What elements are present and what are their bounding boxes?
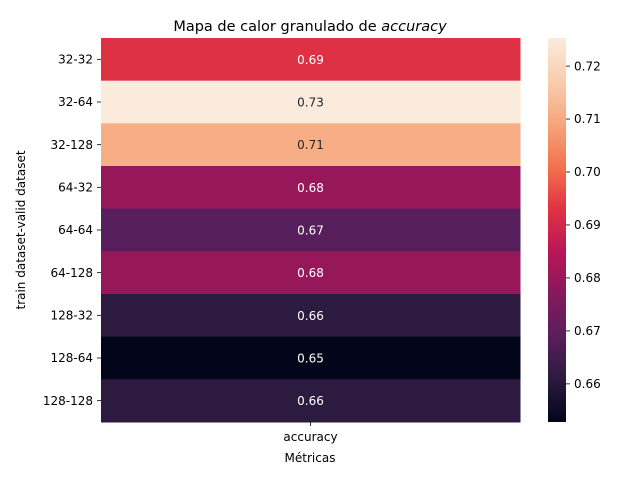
y-tick-label: 32-128 — [50, 138, 93, 152]
colorbar: 0.66 0.67 0.68 0.69 0.70 0.71 0.72 — [548, 38, 601, 422]
colorbar-tick-label: 0.70 — [574, 165, 601, 179]
heatmap-cell — [101, 38, 521, 82]
colorbar-tick-label: 0.66 — [574, 377, 601, 391]
colorbar-tick-label: 0.69 — [574, 218, 601, 232]
y-axis: 32-32 32-64 32-128 64-32 64-64 64-128 128-32 12… — [43, 53, 101, 408]
heatmap-cells: 0.69 0.73 0.71 0.68 0.67 0.68 0.66 0.65 0.66 — [101, 38, 521, 423]
y-tick-label: 128-32 — [50, 309, 93, 323]
y-tick-label: 64-32 — [58, 181, 93, 195]
cell-value-label: 0.73 — [297, 96, 324, 110]
cell-value-label: 0.68 — [297, 266, 324, 280]
colorbar-tick-label: 0.72 — [574, 59, 601, 73]
heatmap-cell — [101, 336, 521, 380]
chart-title-prefix: Mapa de calor granulado de — [173, 19, 381, 35]
x-tick-label: accuracy — [283, 430, 337, 444]
chart-title-emphasis: accuracy — [381, 19, 447, 35]
y-tick-label: 32-64 — [58, 95, 93, 109]
heatmap-cell — [101, 251, 521, 295]
cell-value-label: 0.71 — [297, 138, 324, 152]
colorbar-gradient — [548, 38, 566, 422]
cell-value-label: 0.67 — [297, 224, 324, 238]
heatmap-cell — [101, 123, 521, 167]
cell-value-label: 0.65 — [297, 352, 324, 366]
heatmap-cell — [101, 166, 521, 210]
cell-value-label: 0.66 — [297, 394, 324, 408]
y-tick-label: 128-128 — [43, 394, 93, 408]
y-tick-label: 128-64 — [50, 351, 93, 365]
heatmap-cell — [101, 80, 521, 124]
heatmap-cell — [101, 208, 521, 252]
colorbar-tick-label: 0.71 — [574, 112, 601, 126]
cell-value-label: 0.68 — [297, 181, 324, 195]
x-axis: accuracy — [283, 422, 338, 444]
heatmap-cell — [101, 294, 521, 338]
x-axis-label: Métricas — [285, 451, 336, 465]
y-tick-label: 64-128 — [50, 266, 93, 280]
cell-value-label: 0.69 — [297, 53, 324, 67]
y-tick-label: 64-64 — [58, 223, 93, 237]
y-axis-label: train dataset-valid dataset — [14, 150, 28, 309]
y-tick-label: 32-32 — [58, 53, 93, 67]
chart-title: Mapa de calor granulado de accuracy — [173, 19, 447, 35]
colorbar-tick-label: 0.67 — [574, 324, 601, 338]
colorbar-tick-label: 0.68 — [574, 271, 601, 285]
cell-value-label: 0.66 — [297, 309, 324, 323]
heatmap-cell — [101, 379, 521, 423]
